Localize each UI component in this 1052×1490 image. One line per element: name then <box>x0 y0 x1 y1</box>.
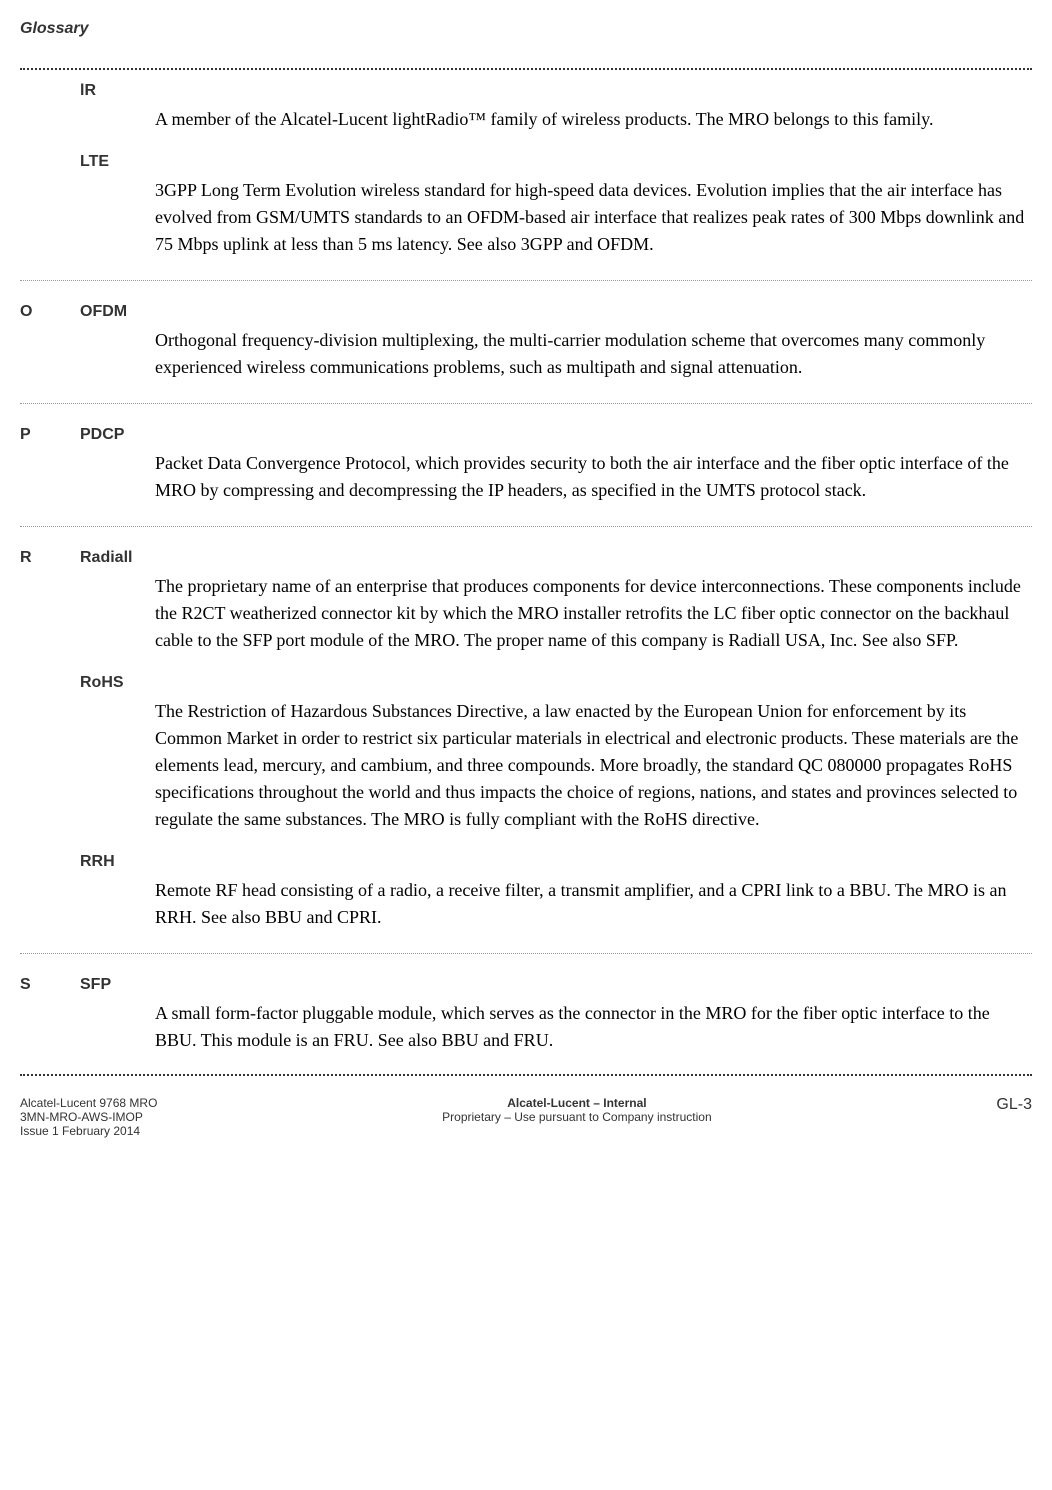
term-label: PDCP <box>80 426 1032 444</box>
glossary-entry: lR A member of the Alcatel-Lucent lightR… <box>20 82 1032 133</box>
term-label: SFP <box>80 976 1032 994</box>
term-label: RoHS <box>80 674 1032 692</box>
divider <box>20 280 1032 281</box>
section-letter: P <box>20 426 80 504</box>
divider <box>20 953 1032 954</box>
term-definition: 3GPP Long Term Evolution wireless standa… <box>80 177 1032 258</box>
glossary-section: R Radiall The proprietary name of an ent… <box>20 549 1032 654</box>
glossary-section: O OFDM Orthogonal frequency-division mul… <box>20 303 1032 381</box>
term-label: OFDM <box>80 303 1032 321</box>
term-label: Radiall <box>80 549 1032 567</box>
term-definition: Packet Data Convergence Protocol, which … <box>80 450 1032 504</box>
page-footer: Alcatel-Lucent 9768 MRO 3MN-MRO-AWS-IMOP… <box>20 1096 1032 1138</box>
term-definition: A member of the Alcatel-Lucent lightRadi… <box>80 106 1032 133</box>
divider <box>20 1074 1032 1076</box>
term-label: lR <box>80 82 1032 100</box>
term-definition: Remote RF head consisting of a radio, a … <box>80 877 1032 931</box>
footer-doc-id: 3MN-MRO-AWS-IMOP <box>20 1110 157 1124</box>
glossary-entry: RRH Remote RF head consisting of a radio… <box>20 853 1032 931</box>
section-letter: S <box>20 976 80 1054</box>
divider <box>20 68 1032 70</box>
glossary-entry: LTE 3GPP Long Term Evolution wireless st… <box>20 153 1032 258</box>
footer-left: Alcatel-Lucent 9768 MRO 3MN-MRO-AWS-IMOP… <box>20 1096 157 1138</box>
page-header: Glossary <box>20 20 1032 38</box>
term-definition: Orthogonal frequency-division multiplexi… <box>80 327 1032 381</box>
term-label: LTE <box>80 153 1032 171</box>
glossary-section: S SFP A small form-factor pluggable modu… <box>20 976 1032 1054</box>
footer-proprietary: Proprietary – Use pursuant to Company in… <box>442 1110 711 1124</box>
divider <box>20 526 1032 527</box>
term-definition: The proprietary name of an enterprise th… <box>80 573 1032 654</box>
footer-issue: Issue 1 February 2014 <box>20 1124 157 1138</box>
footer-page-number: GL-3 <box>996 1096 1032 1138</box>
section-letter: O <box>20 303 80 381</box>
term-label: RRH <box>80 853 1032 871</box>
divider <box>20 403 1032 404</box>
footer-center: Alcatel-Lucent – Internal Proprietary – … <box>442 1096 711 1138</box>
term-definition: A small form-factor pluggable module, wh… <box>80 1000 1032 1054</box>
term-definition: The Restriction of Hazardous Substances … <box>80 698 1032 833</box>
glossary-entry: RoHS The Restriction of Hazardous Substa… <box>20 674 1032 833</box>
footer-classification: Alcatel-Lucent – Internal <box>442 1096 711 1110</box>
footer-product: Alcatel-Lucent 9768 MRO <box>20 1096 157 1110</box>
glossary-section: P PDCP Packet Data Convergence Protocol,… <box>20 426 1032 504</box>
section-letter: R <box>20 549 80 654</box>
